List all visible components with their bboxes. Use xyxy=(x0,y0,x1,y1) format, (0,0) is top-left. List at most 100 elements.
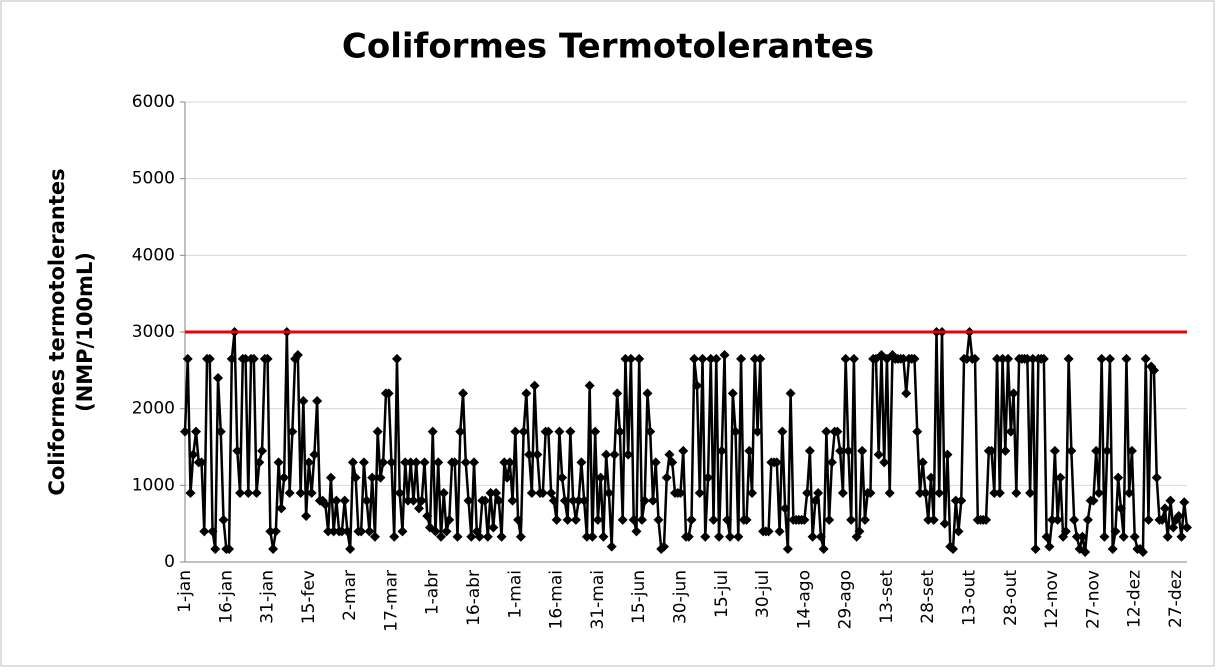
data-point xyxy=(730,426,741,437)
data-point xyxy=(898,353,909,364)
data-point xyxy=(301,511,312,521)
data-point xyxy=(270,526,281,537)
data-point xyxy=(584,380,595,391)
data-point xyxy=(1093,488,1104,498)
chart-title: Coliformes Termotolerantes xyxy=(342,27,874,67)
data-point xyxy=(763,526,774,537)
data-point xyxy=(727,388,738,399)
data-point xyxy=(1113,472,1124,483)
data-point xyxy=(485,488,496,498)
data-point xyxy=(493,495,504,506)
data-point xyxy=(774,526,785,537)
data-point xyxy=(1038,353,1049,364)
x-tick-label: 15-jul xyxy=(712,570,732,618)
data-point xyxy=(708,514,719,525)
data-point xyxy=(215,426,226,437)
data-point xyxy=(518,426,529,437)
data-point xyxy=(625,353,636,364)
x-tick-label: 28-set xyxy=(918,570,938,624)
data-point xyxy=(909,353,920,364)
data-point xyxy=(499,457,510,468)
y-axis-title-line: Coliformes termotolerantes xyxy=(45,168,69,495)
data-point xyxy=(402,495,413,506)
data-point xyxy=(848,353,859,364)
data-point xyxy=(1049,445,1060,456)
data-point xyxy=(854,526,865,537)
data-point xyxy=(733,531,744,542)
data-point xyxy=(1148,365,1159,376)
data-point xyxy=(419,457,430,468)
data-point xyxy=(835,445,846,456)
data-point xyxy=(1104,353,1115,364)
x-tick-label: 31-mai xyxy=(588,570,608,629)
data-point xyxy=(378,457,389,468)
data-point xyxy=(507,495,518,506)
data-point xyxy=(612,388,623,399)
data-point xyxy=(826,457,837,468)
data-point xyxy=(832,426,843,437)
data-point xyxy=(292,350,303,360)
data-point xyxy=(469,457,480,468)
data-point xyxy=(901,388,912,399)
data-point xyxy=(884,488,895,498)
data-point xyxy=(350,472,361,483)
data-point xyxy=(562,514,573,525)
data-point xyxy=(1165,495,1176,506)
data-point xyxy=(587,531,598,542)
data-point xyxy=(543,426,554,437)
data-point xyxy=(934,488,945,498)
data-point xyxy=(598,531,609,542)
x-tick-label: 15-jun xyxy=(629,570,649,624)
y-tick-label: 1000 xyxy=(132,475,175,495)
data-point xyxy=(813,488,824,498)
data-point xyxy=(1011,488,1022,498)
data-point xyxy=(339,495,350,506)
data-point xyxy=(408,495,419,506)
data-point xyxy=(557,472,568,483)
data-point xyxy=(284,488,295,498)
data-point xyxy=(650,457,661,468)
data-point xyxy=(865,488,876,498)
data-point xyxy=(948,543,959,554)
data-point xyxy=(620,353,631,364)
data-point xyxy=(491,488,502,498)
data-point xyxy=(714,531,725,542)
data-point xyxy=(859,514,870,525)
data-point xyxy=(391,353,402,364)
data-point xyxy=(191,426,202,437)
data-point xyxy=(675,488,686,498)
data-point xyxy=(356,526,367,537)
data-point xyxy=(345,543,356,554)
data-point xyxy=(427,426,438,437)
data-point xyxy=(700,531,711,542)
data-point xyxy=(232,445,243,456)
y-axis-title-line: (NMP/100mL) xyxy=(73,252,97,412)
data-point xyxy=(210,543,221,554)
data-point xyxy=(383,388,394,399)
data-point xyxy=(466,531,477,542)
data-point xyxy=(196,457,207,468)
data-point xyxy=(1107,543,1118,554)
data-point xyxy=(642,388,653,399)
data-point xyxy=(752,426,763,437)
data-point xyxy=(452,531,463,542)
data-point xyxy=(821,426,832,437)
data-point xyxy=(1140,353,1151,364)
x-tick-label: 29-ago xyxy=(836,570,856,629)
data-point xyxy=(590,426,601,437)
x-tick-label: 17-mar xyxy=(381,570,401,632)
data-point xyxy=(482,531,493,542)
data-point xyxy=(262,353,273,364)
data-point xyxy=(248,353,259,364)
data-point xyxy=(1066,445,1077,456)
data-point xyxy=(303,457,314,468)
data-point xyxy=(1143,514,1154,525)
data-point xyxy=(606,541,617,552)
data-point xyxy=(914,488,925,498)
data-point xyxy=(1118,531,1129,542)
data-point xyxy=(1110,526,1121,537)
data-point xyxy=(857,445,868,456)
data-point xyxy=(342,526,353,537)
data-point xyxy=(840,353,851,364)
data-point xyxy=(524,449,535,460)
